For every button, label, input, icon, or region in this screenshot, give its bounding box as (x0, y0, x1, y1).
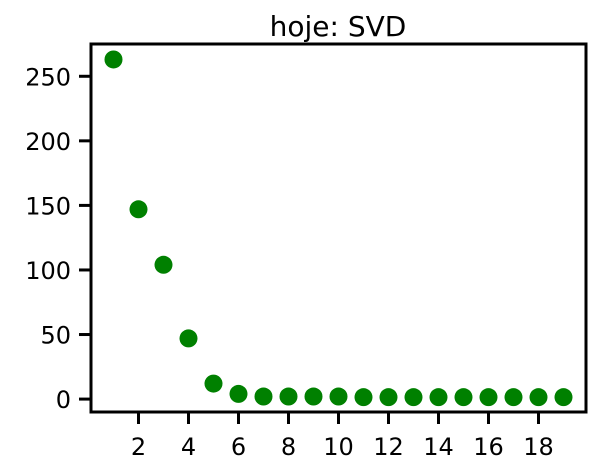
data-point (304, 387, 323, 406)
data-point (154, 255, 173, 274)
y-tick-label: 250 (25, 63, 71, 91)
data-point (354, 388, 373, 407)
data-point (279, 387, 298, 406)
chart-title: hoje: SVD (270, 10, 407, 43)
y-tick-label: 150 (25, 192, 71, 220)
data-point (179, 329, 198, 348)
x-tick-label: 14 (423, 433, 454, 461)
y-tick-label: 200 (25, 128, 71, 156)
y-tick-label: 0 (56, 386, 71, 414)
data-point (554, 388, 573, 407)
data-points (104, 50, 573, 407)
data-point (104, 50, 123, 69)
data-point (454, 388, 473, 407)
x-tick-label: 2 (131, 433, 146, 461)
data-point (229, 384, 248, 403)
x-tick-label: 4 (181, 433, 196, 461)
data-point (479, 388, 498, 407)
data-point (404, 388, 423, 407)
x-tick-label: 6 (231, 433, 246, 461)
y-tick-label: 50 (40, 322, 71, 350)
data-point (204, 374, 223, 393)
plot-frame (89, 42, 588, 414)
data-point (379, 388, 398, 407)
data-point (329, 387, 348, 406)
x-tick-label: 16 (473, 433, 504, 461)
y-tick-label: 100 (25, 257, 71, 285)
x-tick-label: 12 (373, 433, 404, 461)
data-point (529, 388, 548, 407)
x-tick-label: 18 (523, 433, 554, 461)
x-tick-label: 8 (281, 433, 296, 461)
data-point (254, 387, 273, 406)
y-axis: 0 50 100 150 200 250 (25, 63, 91, 414)
x-tick-label: 10 (323, 433, 354, 461)
data-point (429, 388, 448, 407)
x-axis: 2 4 6 8 10 12 14 16 18 (131, 412, 554, 461)
data-point (129, 200, 148, 219)
data-point (504, 388, 523, 407)
